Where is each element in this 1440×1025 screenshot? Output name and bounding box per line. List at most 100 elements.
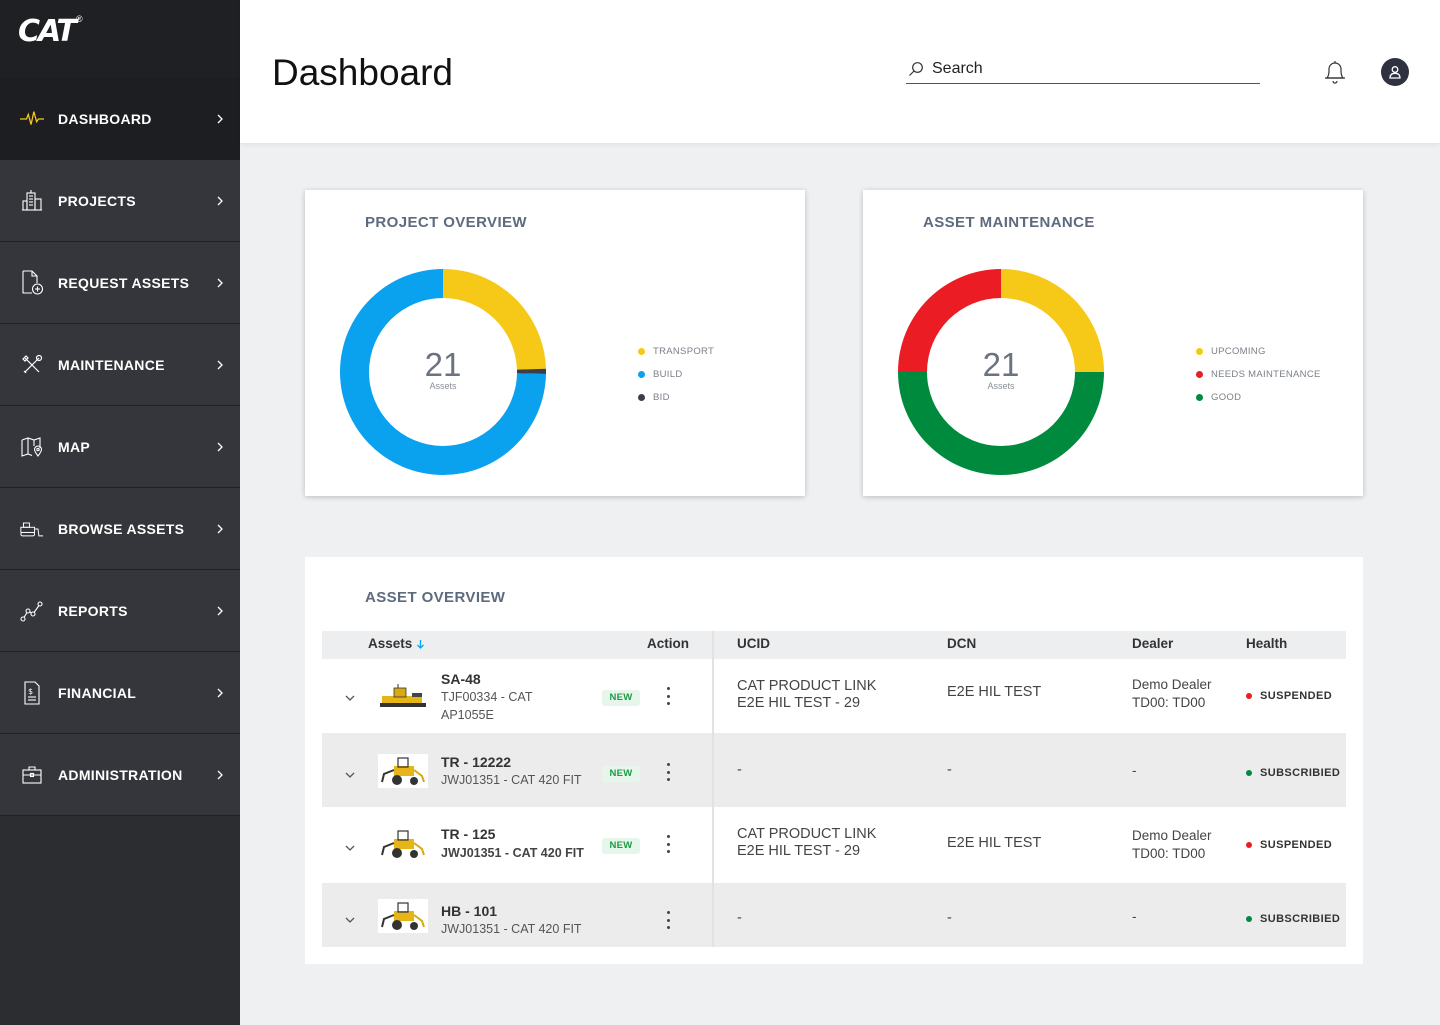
bell-icon[interactable] xyxy=(1323,59,1347,90)
cat-logo[interactable]: CAT ® xyxy=(0,0,240,78)
search-bar[interactable] xyxy=(906,54,1260,84)
asset-model: AP1055E xyxy=(441,708,494,722)
donut-center: 21 Assets xyxy=(339,348,547,391)
sort-arrow-down-icon xyxy=(417,640,425,649)
sidebar-item-label: BROWSE ASSETS xyxy=(58,520,185,537)
asset-name[interactable]: HB - 101 xyxy=(441,903,498,919)
column-divider xyxy=(712,631,714,947)
more-vertical-icon[interactable] xyxy=(662,835,674,853)
graph-icon xyxy=(20,599,44,623)
dealer-name: - xyxy=(1132,909,1137,924)
sidebar-item-dashboard[interactable]: DASHBOARD xyxy=(0,78,240,160)
chevron-down-icon[interactable] xyxy=(344,839,356,857)
legend-dot xyxy=(1196,348,1203,355)
dealer-code: TD00: TD00 xyxy=(1132,695,1206,710)
legend-label: UPCOMING xyxy=(1211,346,1266,357)
sidebar-item-maintenance[interactable]: MAINTENANCE xyxy=(0,324,240,406)
sidebar-item-projects[interactable]: PROJECTS xyxy=(0,160,240,242)
briefcase-icon xyxy=(20,763,44,787)
column-header-dealer[interactable]: Dealer xyxy=(1132,636,1174,651)
chevron-right-icon xyxy=(216,194,224,212)
asset-paver-image xyxy=(378,681,428,711)
donut-segment-good[interactable] xyxy=(898,372,1104,475)
search-input[interactable] xyxy=(932,59,1232,78)
sidebar-item-financial[interactable]: $ FINANCIAL xyxy=(0,652,240,734)
legend-label: BID xyxy=(653,392,670,403)
document-add-icon xyxy=(20,269,44,295)
column-header-assets[interactable]: Assets xyxy=(368,636,425,651)
ucid-line-2: E2E HIL TEST - 29 xyxy=(737,695,861,711)
map-icon xyxy=(20,435,44,459)
logo-text: CAT xyxy=(18,14,77,49)
asset-name[interactable]: TR - 12222 xyxy=(441,754,512,770)
dcn-value: - xyxy=(947,762,952,778)
total-count: 21 xyxy=(982,346,1020,383)
sidebar-item-label: DASHBOARD xyxy=(58,110,152,127)
sidebar-item-label: ADMINISTRATION xyxy=(58,766,183,783)
project-overview-card: PROJECT OVERVIEW 21 Assets TRANSPORT BUI… xyxy=(305,190,805,496)
legend-item-transport: TRANSPORT xyxy=(638,340,714,363)
donut-center: 21 Assets xyxy=(897,348,1105,391)
page-title: Dashboard xyxy=(272,52,454,93)
total-count: 21 xyxy=(424,346,462,383)
chevron-right-icon xyxy=(216,276,224,294)
status-dot xyxy=(1246,842,1252,848)
health-label: SUBSCRIBIED xyxy=(1260,767,1341,779)
table-row[interactable]: HB - 101 JWJ01351 - CAT 420 FIT - - - SU… xyxy=(322,883,1346,947)
chevron-down-icon[interactable] xyxy=(344,689,356,707)
invoice-icon: $ xyxy=(20,680,44,705)
sidebar-item-request-assets[interactable]: REQUEST ASSETS xyxy=(0,242,240,324)
dealer-name: Demo Dealer xyxy=(1132,828,1212,843)
tools-icon xyxy=(20,353,44,377)
more-vertical-icon[interactable] xyxy=(662,911,674,929)
chevron-right-icon xyxy=(216,358,224,376)
more-vertical-icon[interactable] xyxy=(662,763,674,781)
more-vertical-icon[interactable] xyxy=(662,687,674,705)
column-header-health[interactable]: Health xyxy=(1246,636,1288,651)
top-header: Dashboard xyxy=(240,0,1440,143)
column-header-action: Action xyxy=(647,636,689,651)
asset-name[interactable]: TR - 125 xyxy=(441,826,496,842)
dcn-value: E2E HIL TEST xyxy=(947,835,1042,851)
asset-serial: JWJ01351 - CAT 420 FIT xyxy=(441,922,582,936)
health-label: SUBSCRIBIED xyxy=(1260,913,1341,925)
ucid-value: - xyxy=(737,762,742,778)
avatar[interactable] xyxy=(1381,58,1409,86)
column-label: Assets xyxy=(368,636,413,651)
table-row[interactable]: TR - 12222 JWJ01351 - CAT 420 FIT NEW - … xyxy=(322,733,1346,807)
legend-label: TRANSPORT xyxy=(653,346,715,357)
asset-backhoe-image xyxy=(378,899,428,933)
donut-segment-bid[interactable] xyxy=(516,368,546,374)
ucid-line-1: CAT PRODUCT LINK xyxy=(737,826,877,842)
card-title: ASSET OVERVIEW xyxy=(365,589,506,606)
legend-dot xyxy=(638,394,645,401)
table-row[interactable]: TR - 125 JWJ01351 - CAT 420 FIT NEW CAT … xyxy=(322,807,1346,883)
sidebar-item-map[interactable]: MAP xyxy=(0,406,240,488)
svg-text:$: $ xyxy=(28,687,33,696)
chevron-down-icon[interactable] xyxy=(344,911,356,929)
sidebar-item-administration[interactable]: ADMINISTRATION xyxy=(0,734,240,816)
asset-backhoe-image xyxy=(378,754,428,788)
legend-item-good: GOOD xyxy=(1196,386,1321,409)
donut-segment-transport[interactable] xyxy=(443,269,546,370)
asset-serial: JWJ01351 - CAT 420 FIT xyxy=(441,773,582,787)
legend-item-build: BUILD xyxy=(638,363,714,386)
new-badge: NEW xyxy=(602,838,640,854)
donut-segment-upcoming[interactable] xyxy=(1001,269,1104,372)
chevron-down-icon[interactable] xyxy=(344,766,356,784)
sidebar: CAT ® DASHBOARD PROJECTS REQUEST ASSETS … xyxy=(0,0,240,1025)
sidebar-item-browse-assets[interactable]: BROWSE ASSETS xyxy=(0,488,240,570)
sidebar-item-label: FINANCIAL xyxy=(58,684,137,701)
user-icon xyxy=(1389,66,1401,79)
column-header-ucid[interactable]: UCID xyxy=(737,636,770,651)
table-row[interactable]: SA-48 TJF00334 - CAT AP1055E NEW CAT PRO… xyxy=(322,659,1346,733)
status-dot xyxy=(1246,916,1252,922)
bulldozer-icon xyxy=(20,517,44,541)
column-header-dcn[interactable]: DCN xyxy=(947,636,977,651)
asset-backhoe-image xyxy=(378,827,428,861)
asset-overview-card: ASSET OVERVIEW Assets Action UCID DCN De… xyxy=(305,557,1363,964)
donut-segment-needs-maintenance[interactable] xyxy=(898,269,1001,372)
legend-dot xyxy=(1196,394,1203,401)
asset-name[interactable]: SA-48 xyxy=(441,671,481,687)
sidebar-item-reports[interactable]: REPORTS xyxy=(0,570,240,652)
